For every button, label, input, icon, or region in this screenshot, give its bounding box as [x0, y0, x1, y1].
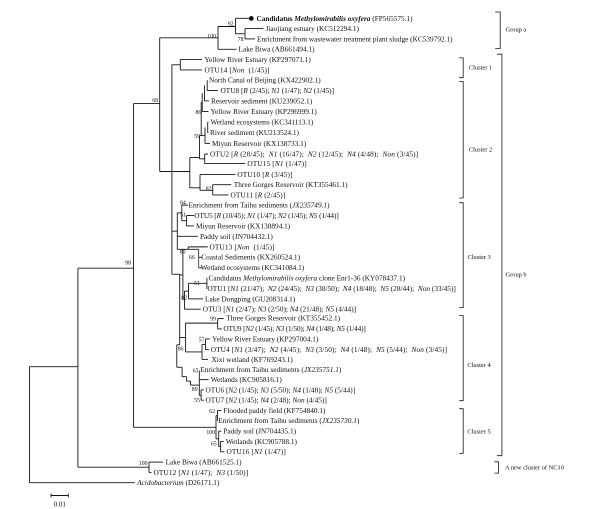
svg-text:Enrichment from Taihu sediment: Enrichment from Taihu sediments (JX23574…: [189, 201, 331, 210]
svg-text:Reservoir sediment (KU239052.1: Reservoir sediment (KU239052.1): [211, 96, 313, 105]
svg-text:Lake Biwa (AB661494.1): Lake Biwa (AB661494.1): [239, 45, 316, 54]
svg-text:Paddy soil (JN704435.1): Paddy soil (JN704435.1): [223, 427, 296, 436]
svg-text:Cluster 3: Cluster 3: [468, 254, 491, 261]
svg-text:0.01: 0.01: [54, 501, 67, 509]
svg-text:100: 100: [206, 430, 215, 436]
svg-text:Candidatus Methylomirabilis ox: Candidatus Methylomirabilis oxyfera clon…: [209, 274, 406, 283]
svg-text:OTU11 [R (2/45)]: OTU11 [R (2/45)]: [231, 190, 286, 199]
svg-text:Miyun Reservoir (KX138894.1): Miyun Reservoir (KX138894.1): [196, 221, 291, 230]
svg-text:65: 65: [211, 441, 217, 447]
svg-text:A new cluster of NC10: A new cluster of NC10: [505, 465, 564, 472]
svg-text:89: 89: [192, 387, 198, 393]
svg-text:100: 100: [139, 461, 148, 467]
svg-text:62: 62: [209, 409, 215, 415]
svg-text:River sediment (KU213524.1): River sediment (KU213524.1): [210, 128, 300, 137]
svg-text:Group a: Group a: [506, 27, 527, 34]
svg-text:Cluster 1: Cluster 1: [469, 65, 492, 72]
svg-text:OTU10 [R (3/45)]: OTU10 [R (3/45)]: [237, 170, 292, 179]
svg-text:82: 82: [181, 296, 187, 302]
svg-text:57: 57: [199, 338, 205, 344]
svg-text:OTU16 [N1 (1/47)]: OTU16 [N1 (1/47)]: [227, 447, 286, 456]
svg-text:Wetlands (KC905816.1): Wetlands (KC905816.1): [211, 375, 283, 384]
svg-text:OTU14 [Non (1/45)]: OTU14 [Non (1/45)]: [205, 65, 270, 74]
svg-text:OTU8 [R (2/45); N1 (1/47); N2: OTU8 [R (2/45); N1 (1/47); N2 (1/45)]: [221, 86, 335, 95]
svg-text:Enrichment from Taihu sediment: Enrichment from Taihu sediments (JX23573…: [218, 416, 360, 425]
svg-text:Wetland ecosystems (KC341084.1: Wetland ecosystems (KC341084.1): [201, 263, 305, 272]
svg-text:86: 86: [178, 347, 184, 353]
svg-text:Group b: Group b: [506, 272, 527, 279]
svg-text:OTU7 [N2 (1/45); N4 (2/48); No: OTU7 [N2 (1/45); N4 (2/48); Non (4/45)]: [206, 396, 327, 405]
svg-text:OTU1 [N1 (21/47); N2 (24/45);: OTU1 [N1 (21/47); N2 (24/45); N3 (38/50)…: [208, 284, 456, 293]
svg-text:Candidatus Methylomirabilis ox: Candidatus Methylomirabilis oxyfera (FP5…: [257, 14, 414, 23]
svg-text:OTU2 [R (28/45); N1 (16/47);: OTU2 [R (28/45); N1 (16/47); N2 (12/45);…: [210, 149, 418, 158]
svg-text:68: 68: [152, 98, 158, 104]
svg-text:80: 80: [180, 250, 186, 256]
svg-text:55: 55: [194, 398, 200, 404]
svg-text:OTU15 [N1 (1/47)]: OTU15 [N1 (1/47)]: [247, 159, 306, 168]
svg-text:Lake Biwa (AB661525.1): Lake Biwa (AB661525.1): [166, 458, 243, 467]
svg-text:Cluster 5: Cluster 5: [467, 429, 490, 436]
svg-text:OTU12 [N1 (1/47); N3 (1/50)]: OTU12 [N1 (1/47); N3 (1/50)]: [154, 468, 249, 477]
svg-text:Miyun Reservoir (KX138733.1): Miyun Reservoir (KX138733.1): [212, 139, 307, 148]
svg-text:65: 65: [193, 369, 199, 375]
svg-text:66: 66: [189, 255, 195, 261]
svg-text:100: 100: [207, 34, 216, 40]
svg-text:Enrichment from Taihu sediment: Enrichment from Taihu sediments (JX23575…: [200, 365, 342, 374]
svg-text:OTU5 [R (10/45); N1 (1/47); N2: OTU5 [R (10/45); N1 (1/47); N2 (1/45); N…: [194, 211, 338, 220]
svg-text:Three Gorges Reservoir (KT3554: Three Gorges Reservoir (KT355452.1): [226, 314, 340, 323]
svg-text:North Canal of Beijing (KX4229: North Canal of Beijing (KX422902.1): [209, 76, 321, 85]
svg-text:78: 78: [238, 37, 244, 43]
svg-text:Paddy soil (JN704432.1): Paddy soil (JN704432.1): [200, 232, 273, 241]
svg-text:OTU13 [Non (1/45)]: OTU13 [Non (1/45)]: [210, 242, 275, 251]
svg-text:Yellow River Estuary (KP296999: Yellow River Estuary (KP296999.1): [211, 107, 318, 116]
svg-text:51: 51: [194, 281, 200, 287]
svg-text:Flooded paddy field (KF754840.: Flooded paddy field (KF754840.1): [223, 406, 326, 415]
svg-text:Jiaojiang estuary (KC512294.1): Jiaojiang estuary (KC512294.1): [266, 24, 360, 33]
svg-text:Cluster 4: Cluster 4: [467, 362, 491, 369]
svg-text:Wetland ecosystems (KC341113.1: Wetland ecosystems (KC341113.1): [211, 118, 314, 127]
svg-text:Coastal Sediments (KX260524.1): Coastal Sediments (KX260524.1): [201, 253, 300, 262]
svg-text:99: 99: [210, 316, 216, 322]
svg-text:Cluster 2: Cluster 2: [469, 147, 492, 154]
svg-text:Wetlands (KC905788.1): Wetlands (KC905788.1): [226, 437, 298, 446]
svg-text:Enrichment from wastewater tre: Enrichment from wastewater treatment pla…: [257, 34, 453, 43]
svg-text:Lake Dongping (GU208314.1): Lake Dongping (GU208314.1): [205, 294, 296, 303]
svg-text:86: 86: [196, 110, 202, 116]
svg-text:OTU6 [N2 (1/45); N3 (5/50); N4: OTU6 [N2 (1/45); N3 (5/50); N4 (1/48); N…: [206, 385, 356, 394]
svg-text:Acidobacterium (D26171.1): Acidobacterium (D26171.1): [136, 478, 220, 487]
svg-text:59: 59: [194, 134, 200, 140]
svg-text:OTU4 [N1 (3/47); N2 (4/45);: OTU4 [N1 (3/47); N2 (4/45); N3 (3/50); N…: [211, 345, 448, 354]
svg-text:92: 92: [228, 22, 234, 28]
svg-text:51: 51: [180, 213, 186, 219]
svg-text:98: 98: [125, 260, 131, 266]
svg-text:Yellow River Estuary (KP297004: Yellow River Estuary (KP297004.1): [212, 334, 319, 343]
svg-text:Three Gorges Reservoir (KT3554: Three Gorges Reservoir (KT355461.1): [234, 180, 348, 189]
svg-text:OTU3 [N1 (2/47); N3 (2/50); N4: OTU3 [N1 (2/47); N3 (2/50); N4 (21/48); …: [203, 305, 356, 314]
svg-text:84: 84: [180, 200, 186, 206]
svg-text:82: 82: [206, 186, 212, 192]
svg-text:Xixi wetland (KF769243.1): Xixi wetland (KF769243.1): [212, 355, 294, 364]
svg-text:Yellow River Estuary (KP297071: Yellow River Estuary (KP297071.1): [205, 55, 312, 64]
svg-text:OTU9 [N2 (1/45); N3 (1/50); N4: OTU9 [N2 (1/45); N3 (1/50); N4 (1/48); N…: [223, 324, 365, 333]
